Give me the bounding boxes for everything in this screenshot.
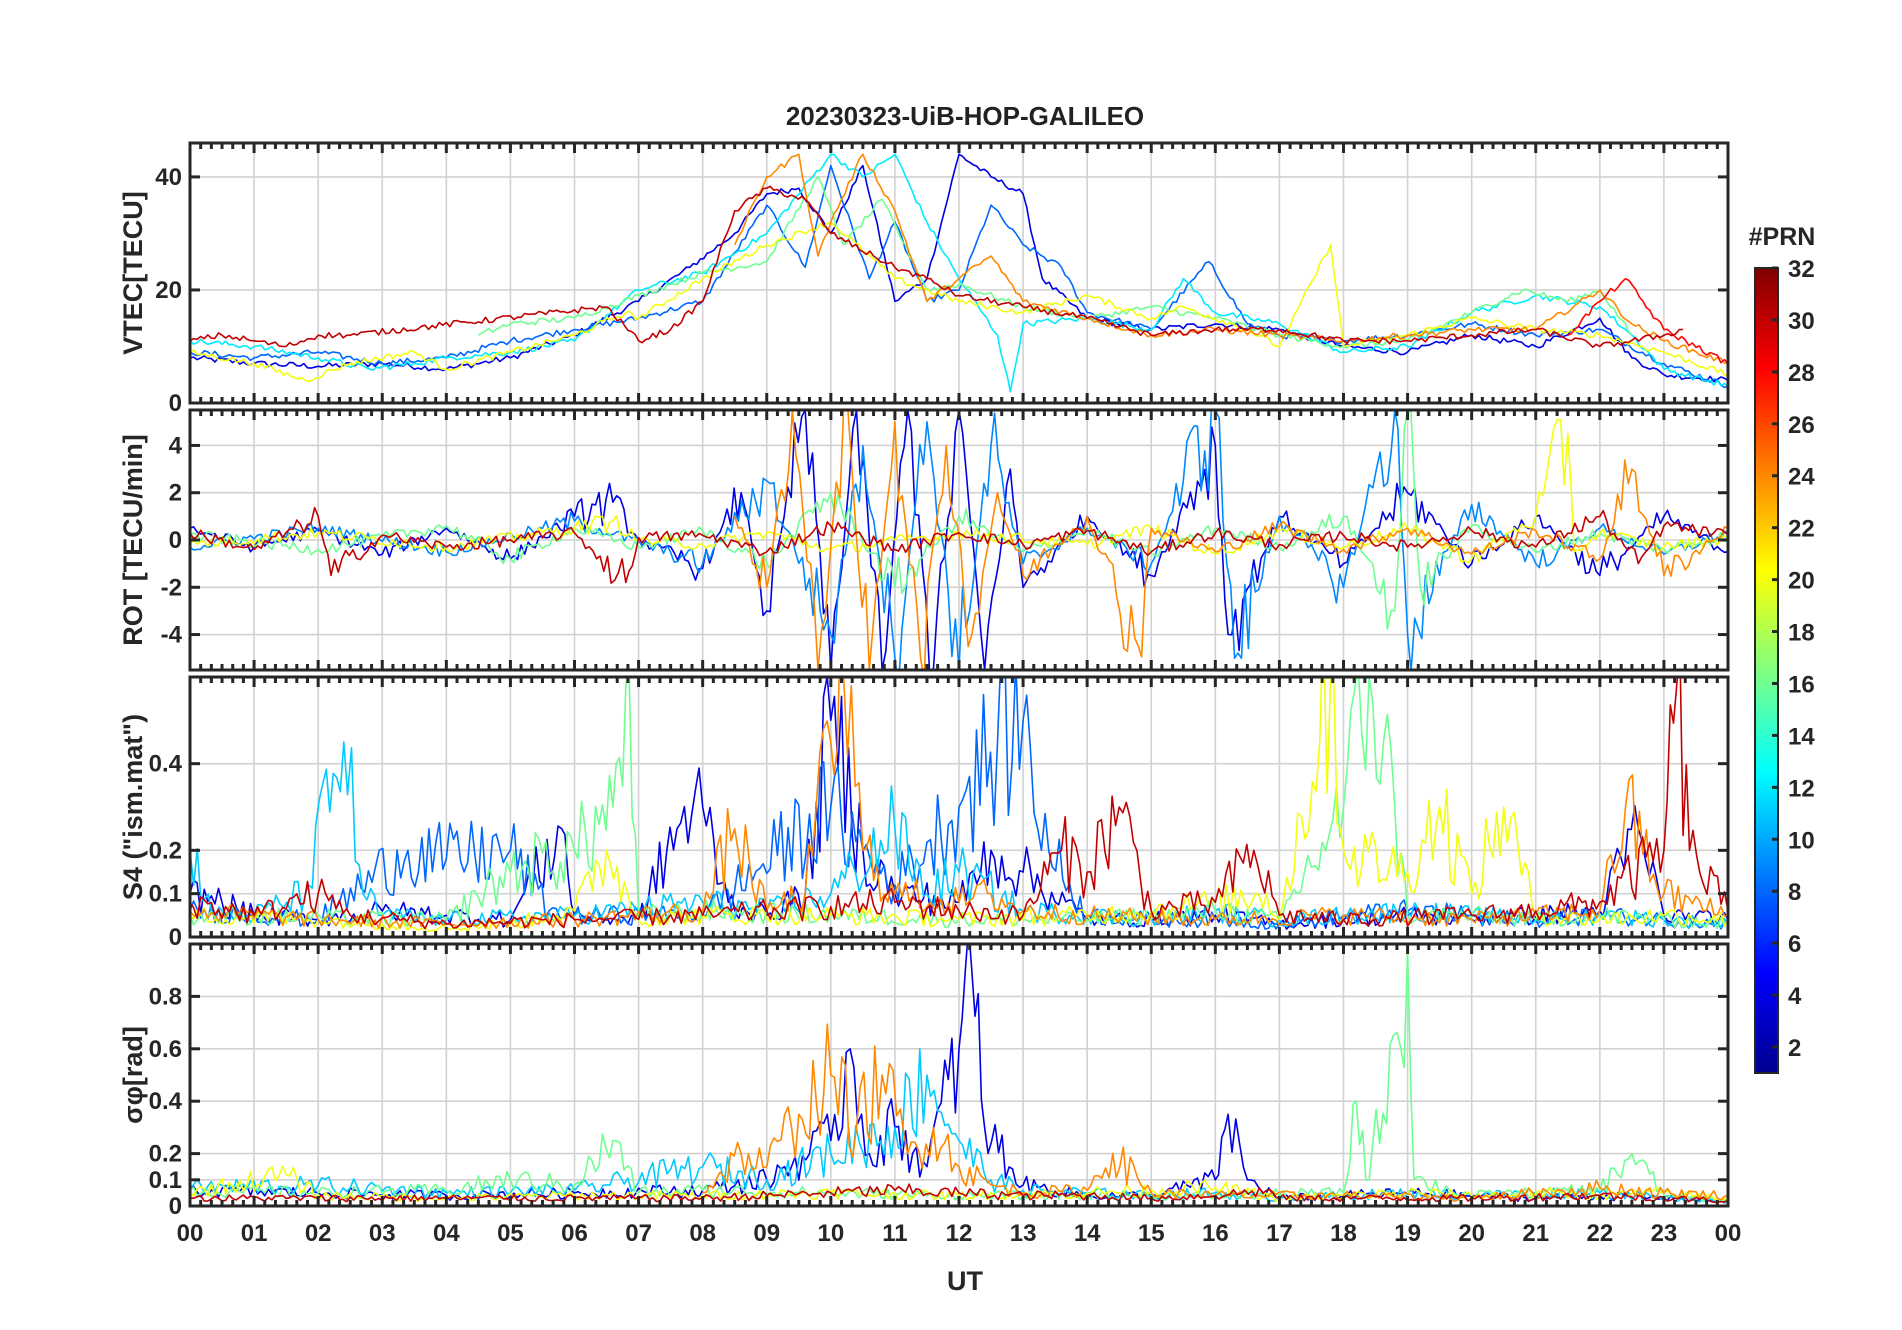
tick-marks-rot [188, 410, 1730, 670]
colorbar-tick-label: 2 [1788, 1035, 1801, 1062]
x-tick-label: 03 [369, 1220, 396, 1247]
y-axis-label-rot: ROT [TECU/min] [118, 434, 148, 645]
x-tick-label: 00 [1715, 1220, 1742, 1247]
series-prn-30 [190, 677, 1728, 930]
y-tick-label: 0.8 [149, 983, 182, 1010]
colorbar-tick-label: 18 [1788, 620, 1815, 647]
x-tick-label: 13 [1010, 1220, 1037, 1247]
x-tick-label: 22 [1586, 1220, 1613, 1247]
panel-rot: -4 -2 0 2 4 ROT [TECU/min] [118, 408, 1730, 672]
x-tick-label: 06 [561, 1220, 588, 1247]
colorbar-tick-label: 22 [1788, 516, 1815, 543]
x-tick-label: 10 [817, 1220, 844, 1247]
panel-s4: 0 0.1 0.2 0.4S4 ("ism.mat") [118, 675, 1730, 951]
y-tick-label: 0 [169, 1193, 182, 1220]
tick-marks-s4 [188, 677, 1730, 939]
colorbar-tick-label: 8 [1788, 879, 1801, 906]
grid-sigma_phi [190, 944, 1728, 1206]
chart-title: 20230323-UiB-HOP-GALILEO [786, 101, 1144, 131]
colorbar-tick-label: 4 [1788, 983, 1802, 1010]
series-prn-28 [1567, 277, 1728, 364]
colorbar-tick-label: 14 [1788, 723, 1815, 750]
x-tick-label: 21 [1522, 1220, 1549, 1247]
x-axis-label: UT [947, 1266, 983, 1296]
series-prn-4 [190, 410, 1728, 670]
series-prn-16 [190, 410, 1728, 630]
x-tick-label: 17 [1266, 1220, 1293, 1247]
x-tick-label: 19 [1394, 1220, 1421, 1247]
y-axis-label-s4: S4 ("ism.mat") [118, 714, 148, 900]
colorbar-tick-label: 32 [1788, 256, 1815, 283]
x-tick-label: 15 [1138, 1220, 1165, 1247]
x-tick-label: 07 [625, 1220, 652, 1247]
series-group-vtec [190, 153, 1728, 393]
series-prn-30 [190, 506, 1728, 584]
y-tick-label: -2 [161, 574, 182, 601]
tick-marks-vtec [188, 143, 1730, 405]
colorbar-tick-label: 12 [1788, 775, 1815, 802]
colorbar-tick-label: 28 [1788, 360, 1815, 387]
y-tick-label: 0.1 [149, 881, 182, 908]
y-axis-label-sigma_phi: σφ[rad] [118, 1026, 148, 1124]
x-tick-label: 09 [753, 1220, 780, 1247]
series-prn-16 [190, 677, 1728, 930]
series-prn-30 [190, 185, 1684, 348]
y-tick-label: 0.6 [149, 1036, 182, 1063]
series-prn-9 [190, 410, 1728, 670]
y-tick-label: -4 [161, 622, 183, 649]
x-tick-label: 12 [946, 1220, 973, 1247]
y-tick-label: 0 [169, 924, 182, 951]
x-tick-label: 23 [1651, 1220, 1678, 1247]
y-tick-label: 2 [169, 480, 182, 507]
y-tick-label: 0.4 [149, 1088, 183, 1115]
y-tick-label: 20 [155, 277, 182, 304]
y-tick-label: 0 [169, 527, 182, 554]
x-tick-label: 08 [689, 1220, 716, 1247]
colorbar-label: #PRN [1749, 223, 1816, 251]
colorbar: #PRN 32 30 28 26 24 22 20 18 16 14 12 10 8 6 4 2 [1749, 223, 1816, 1074]
tick-marks-sigma_phi [188, 944, 1730, 1208]
y-tick-label: 0.1 [149, 1167, 182, 1194]
x-tick-label: 20 [1458, 1220, 1485, 1247]
y-tick-label: 0 [169, 390, 182, 417]
y-tick-label: 0.2 [149, 837, 182, 864]
x-tick-label: 05 [497, 1220, 524, 1247]
grid-vtec [190, 143, 1728, 403]
series-group-rot [190, 410, 1728, 670]
colorbar-gradient [1754, 267, 1779, 1074]
colorbar-tick-label: 26 [1788, 412, 1815, 439]
colorbar-tick-label: 30 [1788, 308, 1815, 335]
series-prn-24 [702, 1023, 1728, 1202]
colorbar-ticks: 32 30 28 26 24 22 20 18 16 14 12 10 8 6 4 2 [1772, 256, 1815, 1062]
colorbar-tick-label: 24 [1788, 464, 1815, 491]
colorbar-tick-label: 20 [1788, 568, 1815, 595]
x-tick-label: 11 [882, 1220, 907, 1247]
panel-vtec: 0 20 40 VTEC[TECU] [118, 141, 1730, 417]
y-axis-label-vtec: VTEC[TECU] [118, 191, 148, 355]
y-tick-label: 0.2 [149, 1141, 182, 1168]
panel-sigma_phi: 00.10.2 0.4 0.6 0.8σφ[rad] [118, 942, 1730, 1220]
y-tick-label: 0.4 [149, 751, 183, 778]
y-tick-label: 40 [155, 164, 182, 191]
x-tick-label: 00 [177, 1220, 204, 1247]
series-prn-24 [733, 410, 1728, 670]
series-group-s4 [190, 677, 1728, 933]
series-prn-24 [733, 153, 1728, 365]
series-prn-20 [190, 221, 1728, 383]
x-tick-label: 16 [1202, 1220, 1229, 1247]
colorbar-tick-label: 10 [1788, 827, 1815, 854]
x-tick-label: 01 [241, 1220, 268, 1247]
x-tick-label: 18 [1330, 1220, 1357, 1247]
x-tick-labels: 00 01 02 03 04 05 06 07 08 09 10 11 12 13 14 15 16 17 18 19… [177, 1220, 1742, 1247]
x-tick-label: 02 [305, 1220, 332, 1247]
colorbar-tick-label: 6 [1788, 931, 1801, 958]
y-tick-label: 4 [169, 432, 183, 459]
x-tick-label: 04 [433, 1220, 460, 1247]
colorbar-tick-label: 16 [1788, 671, 1815, 698]
x-tick-label: 14 [1074, 1220, 1101, 1247]
